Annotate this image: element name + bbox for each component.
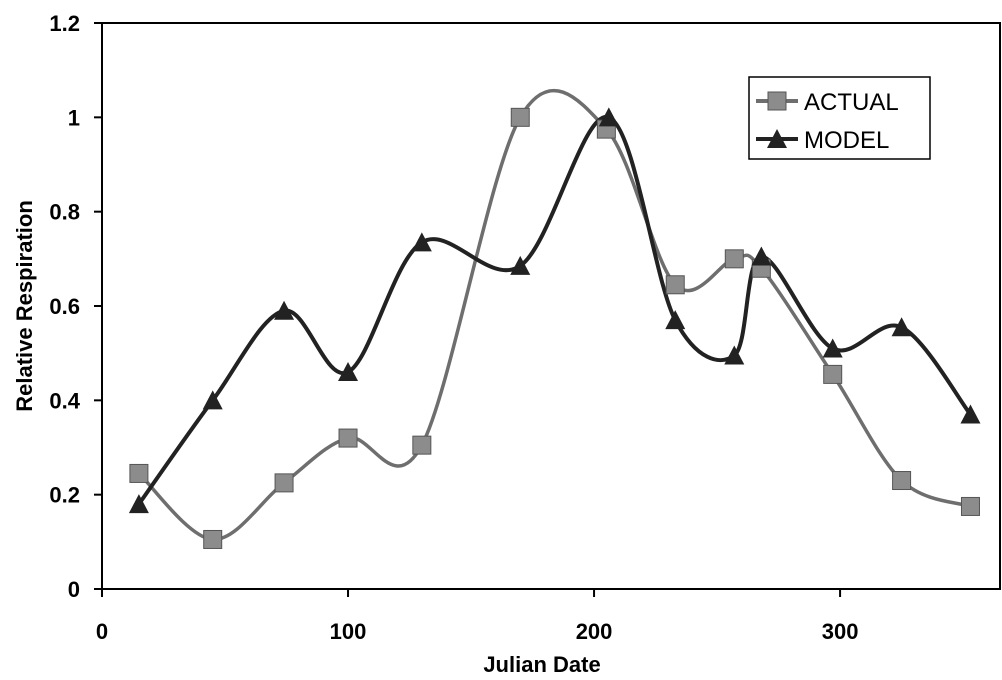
x-axis-ticks: 0 100 200 300 xyxy=(96,589,859,644)
y-axis-label: Relative Respiration xyxy=(12,200,37,412)
model-point xyxy=(411,232,432,252)
y-tick-label: 0.8 xyxy=(49,200,80,225)
legend-model-marker xyxy=(767,129,787,148)
actual-point xyxy=(129,463,149,483)
actual-point xyxy=(338,428,358,448)
actual-point xyxy=(412,435,432,455)
model-point xyxy=(274,300,295,320)
model-point xyxy=(128,494,149,514)
actual-point xyxy=(960,496,980,516)
model-point xyxy=(510,255,531,275)
actual-point xyxy=(274,473,294,493)
model-point xyxy=(751,246,772,266)
y-tick-label: 1 xyxy=(68,105,80,130)
model-point xyxy=(960,404,981,424)
y-tick-label: 1.2 xyxy=(49,11,80,36)
legend-actual-label: ACTUAL xyxy=(804,89,899,116)
model-point xyxy=(724,345,745,365)
legend: ACTUAL MODEL xyxy=(748,76,931,160)
y-tick-label: 0.2 xyxy=(49,483,80,508)
x-tick-label: 200 xyxy=(576,619,613,644)
model-point xyxy=(338,362,359,382)
model-point xyxy=(891,317,912,337)
x-tick-label: 100 xyxy=(330,619,367,644)
y-tick-label: 0.6 xyxy=(49,294,80,319)
model-point xyxy=(202,390,223,410)
legend-model-label: MODEL xyxy=(804,127,889,154)
actual-point xyxy=(510,107,530,127)
x-tick-label: 300 xyxy=(822,619,859,644)
actual-point xyxy=(665,275,685,295)
x-axis-label: Julian Date xyxy=(483,652,600,677)
series-markers xyxy=(128,107,981,549)
actual-point xyxy=(892,471,912,491)
y-axis-ticks: 0 0.2 0.4 0.6 0.8 1 1.2 xyxy=(49,11,102,602)
actual-point xyxy=(203,529,223,549)
legend-actual-marker xyxy=(767,91,787,111)
y-tick-label: 0.4 xyxy=(49,388,80,413)
x-tick-label: 0 xyxy=(96,619,108,644)
actual-point xyxy=(823,364,843,384)
actual-point xyxy=(724,249,744,269)
model-point xyxy=(665,310,686,330)
y-tick-label: 0 xyxy=(68,577,80,602)
model-point xyxy=(598,107,619,127)
model-point xyxy=(822,338,843,358)
